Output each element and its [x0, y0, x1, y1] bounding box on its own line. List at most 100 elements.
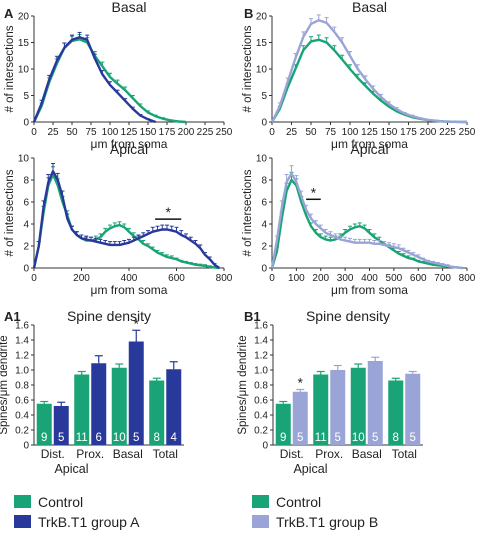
x-tick-label: 0	[269, 127, 275, 138]
y-tick-label: 1.6	[15, 321, 29, 332]
bar-n-label: 8	[393, 432, 399, 444]
y-tick-label: 10	[256, 154, 268, 165]
bar-n-label: 9	[280, 432, 286, 444]
y-tick-label: 1.4	[15, 336, 29, 347]
y-axis-label: # of intersections	[242, 169, 254, 256]
x-tick-label: 0	[31, 127, 37, 138]
y-tick-label: 20	[256, 12, 268, 23]
significance-marker: *	[298, 375, 304, 391]
bar-group-basal: 10 5 * Basal	[111, 315, 144, 461]
y-axis-label: # of intersections	[4, 169, 16, 256]
bar-control	[275, 403, 291, 445]
bar-treat	[53, 406, 69, 445]
y-tick-label: 20	[18, 12, 30, 23]
y-tick-label: 0.2	[254, 426, 268, 437]
legend-b-group-swatch	[252, 515, 269, 528]
y-axis-label: # of intersections	[4, 25, 16, 112]
bar-control	[36, 403, 52, 445]
category-label: Basal	[113, 447, 143, 461]
x-tick-label: 25	[286, 127, 298, 138]
y-axis-label: Spines/μm dendrite	[237, 335, 249, 434]
bar-n-label: 10	[352, 432, 365, 444]
y-tick-label: 8	[23, 176, 29, 187]
y-tick-label: 1.6	[254, 321, 268, 332]
x-tick-label: 150	[381, 127, 398, 138]
y-tick-label: 10	[18, 65, 30, 76]
y-tick-label: 0.8	[15, 381, 29, 392]
y-axis-label: # of intersections	[242, 25, 254, 112]
y-tick-label: 0	[262, 441, 268, 452]
chart-title: Apical	[350, 141, 388, 157]
x-tick-label: 175	[159, 127, 176, 138]
bar-group-basal: 10 5 Basal	[350, 356, 383, 461]
bar-n-label: 10	[113, 432, 126, 444]
y-tick-label: 0.2	[15, 426, 29, 437]
legend-a-control-swatch	[14, 495, 31, 508]
series-trkb-t1-group-b	[270, 14, 468, 124]
y-tick-label: 5	[23, 91, 29, 102]
y-axis-label: Spines/μm dendrite	[0, 335, 10, 434]
y-tick-label: 2	[261, 242, 267, 253]
bar-treat	[330, 370, 346, 445]
bar-control	[149, 380, 165, 445]
y-tick-label: 6	[23, 198, 29, 209]
x-tick-label: 400	[361, 273, 378, 284]
bar-treat	[166, 369, 182, 445]
x-tick-label: 200	[420, 127, 437, 138]
x-tick-label: 250	[216, 127, 233, 138]
bar-n-label: 5	[133, 432, 139, 444]
x-tick-label: 0	[269, 273, 275, 284]
y-tick-label: 0.4	[15, 411, 29, 422]
x-axis-label: μm from soma	[331, 137, 408, 151]
chart-title: Basal	[352, 0, 387, 15]
x-tick-label: 225	[197, 127, 214, 138]
category-label: Total	[153, 447, 178, 461]
bar-control	[388, 380, 404, 445]
legend-b: Control TrkB.T1 group B	[252, 494, 378, 530]
bar-n-label: 8	[154, 432, 160, 444]
series-line	[32, 36, 157, 124]
panel-label: B	[244, 6, 253, 21]
bar-control	[74, 374, 90, 445]
x-tick-label: 600	[410, 273, 427, 284]
y-tick-label: 0	[261, 118, 267, 129]
category-label: Dist.	[41, 447, 65, 461]
chart-a-apical: Apical 0 2 4 6 8 10# of intersections 0 200 400 60…	[4, 141, 233, 297]
bar-n-label: 5	[297, 432, 303, 444]
x-tick-label: 150	[140, 127, 157, 138]
x-tick-label: 200	[178, 127, 195, 138]
x-tick-label: 125	[121, 127, 138, 138]
x-tick-label: 100	[102, 127, 119, 138]
chart-a-basal: A Basal 0 5 10 15 20# of intersections 0 25 50 75 1…	[4, 0, 233, 151]
chart-b1: B1 Spine density 0 0.2 0.4 0.6 0.8 1.0 1.2 1.4 1.6…	[237, 308, 423, 476]
y-tick-label: 0	[261, 264, 267, 275]
series-line	[270, 19, 468, 124]
y-tick-label: 15	[256, 38, 268, 49]
chart-title: Apical	[110, 141, 148, 157]
y-tick-label: 6	[261, 198, 267, 209]
series-line	[32, 38, 187, 124]
bar-n-label: 5	[410, 432, 416, 444]
y-tick-label: 1.4	[254, 336, 268, 347]
series-trkb-t1-group-a	[32, 31, 157, 124]
group-label: Apical	[293, 462, 327, 476]
x-tick-label: 100	[288, 273, 305, 284]
series-trkb-t1-group-a	[32, 163, 220, 269]
y-tick-label: 4	[23, 220, 29, 231]
chart-b-basal: B Basal 0 5 10 15 20# of intersections 0 25 50 75 1…	[242, 0, 476, 151]
chart-a1: A1 Spine density 0 0.2 0.4 0.6 0.8 1.0 1.2 1.4 1.6…	[0, 308, 184, 476]
bar-group-total: 8 4 Total	[149, 361, 182, 461]
y-tick-label: 1.0	[15, 366, 29, 377]
x-axis-label: μm from soma	[91, 283, 168, 297]
x-tick-label: 250	[459, 127, 476, 138]
chart-title: Basal	[111, 0, 146, 15]
x-tick-label: 300	[337, 273, 354, 284]
x-tick-label: 75	[85, 127, 97, 138]
series-line	[32, 173, 220, 270]
bar-n-label: 11	[76, 432, 88, 444]
x-tick-label: 700	[434, 273, 451, 284]
x-tick-label: 400	[121, 273, 138, 284]
x-tick-label: 100	[342, 127, 359, 138]
